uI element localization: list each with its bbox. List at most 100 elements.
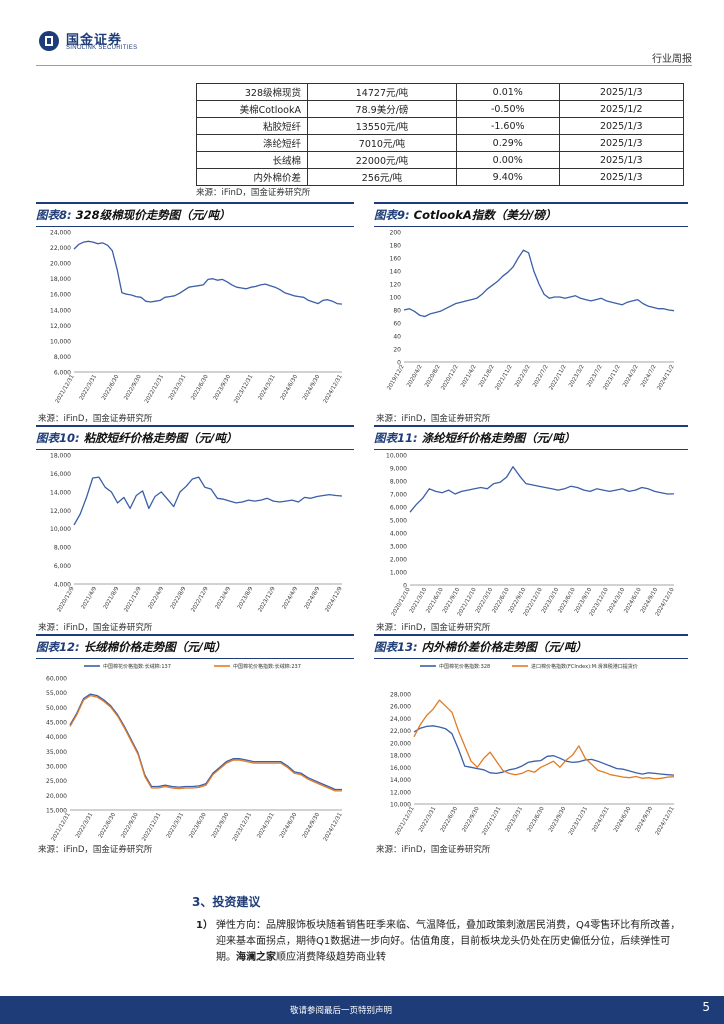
table-cell: 0.00% <box>455 151 560 169</box>
page-header: 国金证券 SINOLINK SECURITIES 行业周报 <box>0 0 724 66</box>
x-tick-label: 2024/7/2 <box>640 364 658 388</box>
chart-title-13: 图表13: 内外棉价差价格走势图（元/吨） <box>374 634 688 659</box>
x-tick-label: 2023/8/9 <box>237 586 255 611</box>
y-tick-label: 160 <box>390 256 402 263</box>
table-cell: 328级棉现货 <box>196 83 308 101</box>
y-tick-label: 180 <box>390 243 402 250</box>
y-tick-label: 55,000 <box>46 690 67 697</box>
x-tick-label: 2022/6/30 <box>440 806 460 834</box>
chart-source-11: 来源：iFinD，国金证券研究所 <box>376 623 491 633</box>
x-tick-label: 2024/9/30 <box>302 812 322 840</box>
y-tick-label: 1,000 <box>390 570 407 577</box>
chart-long-staple-cotton-price: 15,000 20,000 25,000 30,000 35,000 40,000 45,0… <box>46 663 344 842</box>
table-row: 美棉CotlookA 78.9美分/磅 -0.50% 2025/1/2 <box>196 100 685 118</box>
price-table: 328级棉现货 14727元/吨 0.01% 2025/1/3 美棉CotlookA 78… <box>196 83 685 186</box>
y-tick-label: 5,000 <box>390 518 407 525</box>
x-tick-label: 2022/12/31 <box>481 806 502 836</box>
series-line <box>413 725 675 776</box>
series-line <box>73 240 343 305</box>
chart-title-8: 图表8: 328级棉现价走势图（元/吨） <box>36 202 354 227</box>
x-tick-label: 2022/3/31 <box>79 374 98 401</box>
chart-source-12: 来源：iFinD，国金证券研究所 <box>38 845 153 855</box>
x-tick-label: 2022/11/2 <box>548 364 567 391</box>
table-cell: 2025/1/3 <box>558 168 685 186</box>
chart-domestic-import-spread: 10,000 12,000 14,000 16,000 18,000 20,000 22,0… <box>390 663 676 836</box>
y-tick-label: 9,000 <box>390 466 407 473</box>
x-tick-label: 2020/12/2 <box>440 364 459 391</box>
table-cell: 2025/1/3 <box>558 151 685 169</box>
table-cell: 2025/1/3 <box>558 117 685 135</box>
series-line <box>403 249 675 318</box>
chart-source-13: 来源：iFinD，国金证券研究所 <box>376 845 491 855</box>
x-tick-label: 2022/6/30 <box>101 374 121 402</box>
x-tick-label: 2019/12/2 <box>386 364 405 391</box>
chart-title-12: 图表12: 长绒棉价格走势图（元/吨） <box>36 634 354 659</box>
recommendation-paragraph: 1） 弹性方向：品牌服饰板块随着销售旺季来临、气温降低，叠加政策刺激居民消费，Q… <box>196 918 688 966</box>
x-tick-label: 2023/12/9 <box>257 586 277 614</box>
x-tick-label: 2020/8/2 <box>424 364 442 388</box>
y-tick-label: 24,000 <box>390 716 411 723</box>
table-cell: 2025/1/3 <box>558 134 685 152</box>
y-tick-label: 20,000 <box>390 740 411 747</box>
y-tick-label: 2,000 <box>390 557 407 564</box>
y-tick-label: 14,000 <box>390 777 411 784</box>
y-tick-label: 100 <box>390 295 402 302</box>
x-tick-label: 2021/12/31 <box>395 806 416 836</box>
footer-bar <box>0 996 724 1024</box>
x-tick-label: 2024/9/30 <box>635 806 655 834</box>
table-row: 328级棉现货 14727元/吨 0.01% 2025/1/3 <box>196 83 685 101</box>
table-row: 涤纶短纤 7010元/吨 0.29% 2025/1/3 <box>196 134 685 152</box>
x-tick-label: 2023/9/30 <box>213 374 233 402</box>
legend-label: 中国棉花价格指数:长绒棉:137 <box>103 663 171 670</box>
table-cell: 美棉CotlookA <box>196 100 308 118</box>
x-tick-label: 2022/4/9 <box>148 586 166 611</box>
y-tick-label: 16,000 <box>50 292 71 299</box>
chart-title-9: 图表9: CotlookA指数（美分/磅） <box>374 202 688 227</box>
x-tick-label: 2023/6/30 <box>526 806 546 834</box>
y-tick-label: 20,000 <box>50 261 71 268</box>
x-tick-label: 2023/6/30 <box>190 374 210 402</box>
y-tick-label: 18,000 <box>50 453 71 460</box>
x-tick-label: 2021/12/9 <box>123 586 143 614</box>
x-tick-label: 2021/11/2 <box>494 364 513 391</box>
report-type: 行业周报 <box>652 54 692 65</box>
y-tick-label: 22,000 <box>390 728 411 735</box>
table-cell: 13550元/吨 <box>307 117 457 135</box>
y-tick-label: 18,000 <box>390 753 411 760</box>
table-cell: 涤纶短纤 <box>196 134 308 152</box>
y-tick-label: 12,000 <box>50 508 71 515</box>
x-tick-label: 2020/4/2 <box>406 364 424 388</box>
x-tick-label: 2024/3/31 <box>256 812 275 839</box>
x-tick-label: 2022/9/30 <box>120 812 140 840</box>
x-tick-label: 2024/11/2 <box>656 364 675 391</box>
x-tick-label: 2023/9/30 <box>548 806 568 834</box>
series-line <box>73 476 343 526</box>
section-heading: 3、投资建议 <box>192 895 261 909</box>
chart-title-11: 图表11: 涤纶短纤价格走势图（元/吨） <box>374 425 688 450</box>
x-tick-label: 2023/9/30 <box>211 812 231 840</box>
x-tick-label: 2021/8/9 <box>103 586 121 611</box>
x-tick-label: 2022/9/30 <box>123 374 143 402</box>
y-tick-label: 40,000 <box>46 734 67 741</box>
y-tick-label: 45,000 <box>46 720 67 727</box>
table-cell: -1.60% <box>455 117 560 135</box>
y-tick-label: 25,000 <box>46 778 67 785</box>
x-tick-label: 2020/12/10 <box>391 587 412 618</box>
x-tick-label: 2024/8/9 <box>304 586 322 611</box>
x-tick-label: 2023/3/31 <box>166 812 185 839</box>
x-tick-label: 2023/6/30 <box>188 812 208 840</box>
y-tick-label: 60 <box>393 321 401 328</box>
item-text-cont: 顺应消费降级趋势商业转 <box>276 952 386 963</box>
header-divider <box>36 65 692 66</box>
x-tick-label: 2021/4/9 <box>81 586 99 611</box>
y-tick-label: 14,000 <box>50 489 71 496</box>
x-tick-label: 2023/12/31 <box>232 812 253 842</box>
y-tick-label: 140 <box>390 269 402 276</box>
series-line <box>69 693 342 791</box>
x-tick-label: 2022/7/2 <box>532 364 550 388</box>
x-tick-label: 2022/3/31 <box>75 812 94 839</box>
y-tick-label: 26,000 <box>390 704 411 711</box>
table-cell: 粘胶短纤 <box>196 117 308 135</box>
y-tick-label: 10,000 <box>390 802 411 809</box>
